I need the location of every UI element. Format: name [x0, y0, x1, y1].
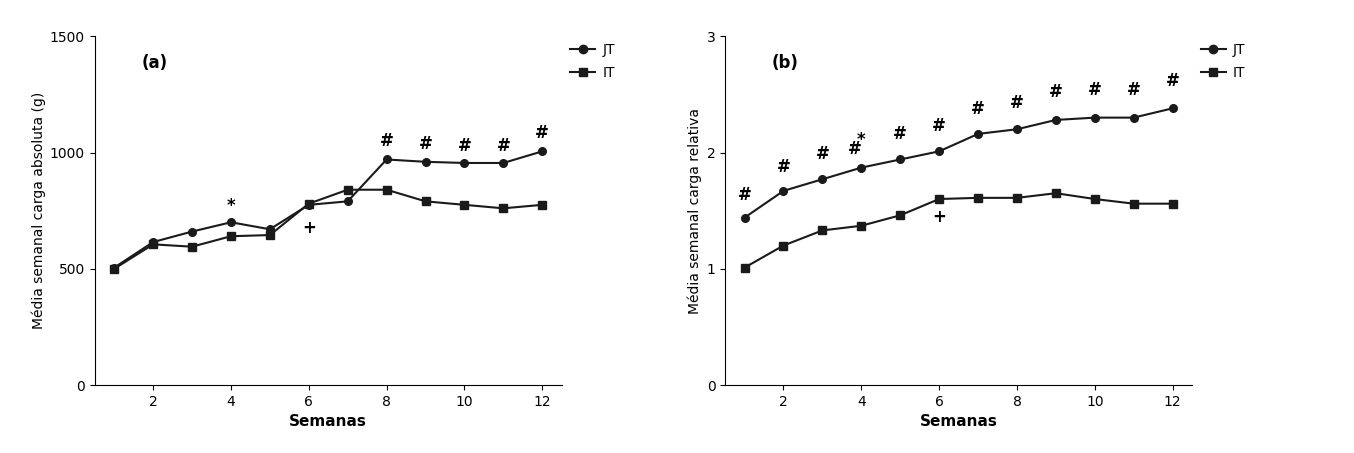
Text: #: #: [971, 100, 984, 118]
X-axis label: Semanas: Semanas: [290, 414, 367, 429]
Text: +: +: [302, 219, 315, 237]
Text: #: #: [379, 132, 394, 150]
Legend: JT, IT: JT, IT: [570, 43, 615, 80]
Text: #: #: [738, 186, 751, 204]
X-axis label: Semanas: Semanas: [919, 414, 998, 429]
Y-axis label: Média semanal carga relativa: Média semanal carga relativa: [688, 108, 703, 313]
Text: #: #: [1010, 94, 1024, 112]
Text: #: #: [894, 125, 907, 143]
Y-axis label: Média semanal carga absoluta (g): Média semanal carga absoluta (g): [31, 92, 46, 329]
Text: #: #: [932, 117, 946, 135]
Text: (b): (b): [772, 54, 799, 72]
Text: #: #: [418, 135, 432, 153]
Text: *: *: [226, 198, 236, 215]
Text: #: #: [1087, 81, 1102, 99]
Text: (a): (a): [141, 54, 168, 72]
Text: #: #: [458, 137, 471, 155]
Text: #: #: [535, 124, 550, 142]
Legend: JT, IT: JT, IT: [1201, 43, 1246, 80]
Text: *: *: [857, 131, 865, 149]
Text: #: #: [497, 137, 510, 155]
Text: #: #: [848, 140, 861, 159]
Text: +: +: [932, 208, 946, 226]
Text: #: #: [1049, 83, 1063, 101]
Text: #: #: [1127, 81, 1140, 99]
Text: #: #: [777, 158, 791, 176]
Text: #: #: [1166, 72, 1179, 90]
Text: #: #: [815, 145, 830, 163]
